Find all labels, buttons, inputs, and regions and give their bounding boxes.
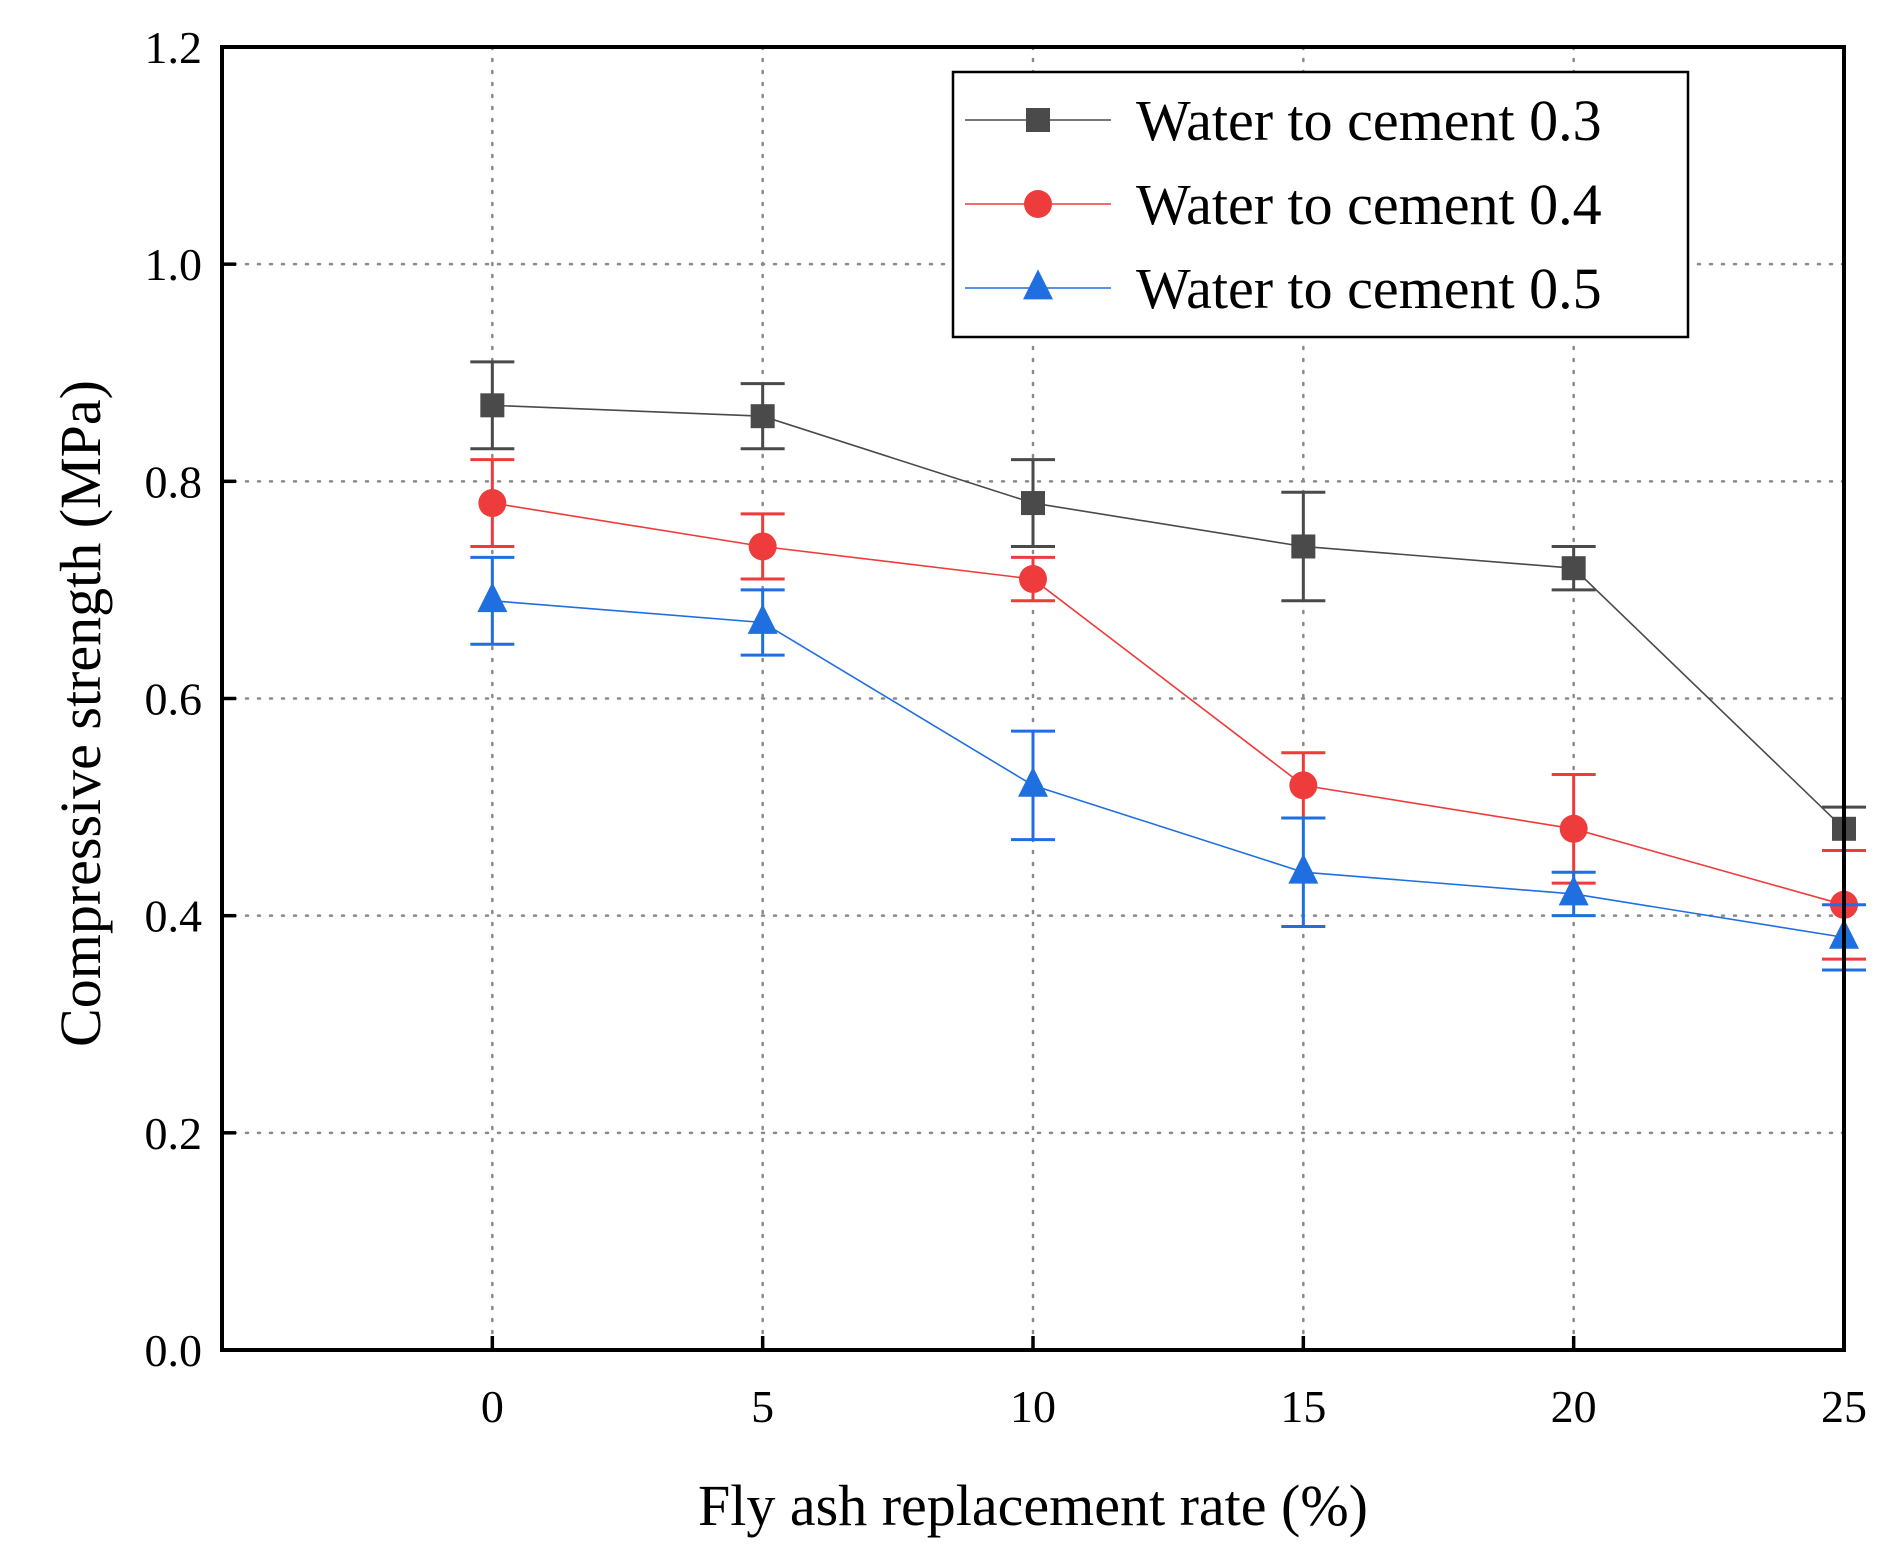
legend-label: Water to cement 0.4: [1136, 172, 1602, 237]
series-line: [492, 599, 1845, 939]
data-point: [1561, 556, 1586, 581]
data-point: [747, 603, 778, 634]
data-point: [1558, 875, 1589, 906]
legend-label: Water to cement 0.5: [1136, 256, 1602, 321]
y-tick-label: 0.6: [145, 674, 203, 725]
data-point: [1288, 853, 1319, 884]
x-tick-label: 25: [1821, 1381, 1867, 1432]
legend-marker: [1026, 108, 1050, 132]
legend-item: Water to cement 0.5: [965, 256, 1602, 321]
legend-label: Water to cement 0.3: [1136, 88, 1602, 153]
x-tick-label: 5: [751, 1381, 774, 1432]
x-tick-label: 0: [481, 1381, 504, 1432]
data-point: [1559, 814, 1588, 843]
x-tick-label: 15: [1280, 1381, 1326, 1432]
legend: Water to cement 0.3 Water to cement 0.4 Wa…: [951, 70, 1690, 339]
x-axis-title: Fly ash replacement rate (%): [698, 1473, 1368, 1538]
x-tick-label: 10: [1010, 1381, 1056, 1432]
data-point: [748, 532, 777, 561]
data-point: [1289, 771, 1318, 800]
series-line: [492, 502, 1845, 906]
data-point: [750, 404, 775, 429]
ticks: 0 5 10 15 20 25 0.0 0.2 0.4 0.6 0.8 1.0 1.2: [145, 22, 1868, 1432]
data-point: [1019, 565, 1047, 594]
data-point: [477, 582, 508, 613]
y-tick-label: 0.8: [145, 456, 203, 507]
y-axis-title: Compressive strength (MPa): [48, 380, 113, 1047]
y-tick-label: 1.0: [145, 239, 203, 290]
x-tick-label: 20: [1551, 1381, 1597, 1432]
series-layer: [470, 360, 1866, 972]
data-point: [1021, 491, 1045, 516]
data-point: [1018, 766, 1048, 797]
legend-item: Water to cement 0.3: [965, 88, 1602, 153]
series-1: [470, 360, 1866, 853]
series-2: [470, 458, 1866, 961]
y-tick-label: 0.4: [145, 891, 203, 942]
y-tick-label: 0.0: [145, 1325, 203, 1376]
data-point: [480, 393, 505, 418]
legend-marker: [1023, 269, 1053, 300]
legend-marker: [1024, 190, 1052, 218]
y-tick-label: 1.2: [145, 22, 203, 73]
y-tick-label: 0.2: [145, 1108, 203, 1159]
series-3: [470, 555, 1866, 972]
legend-item: Water to cement 0.4: [965, 172, 1602, 237]
data-point: [1291, 534, 1316, 559]
series-line: [492, 404, 1845, 830]
data-point: [478, 489, 507, 518]
